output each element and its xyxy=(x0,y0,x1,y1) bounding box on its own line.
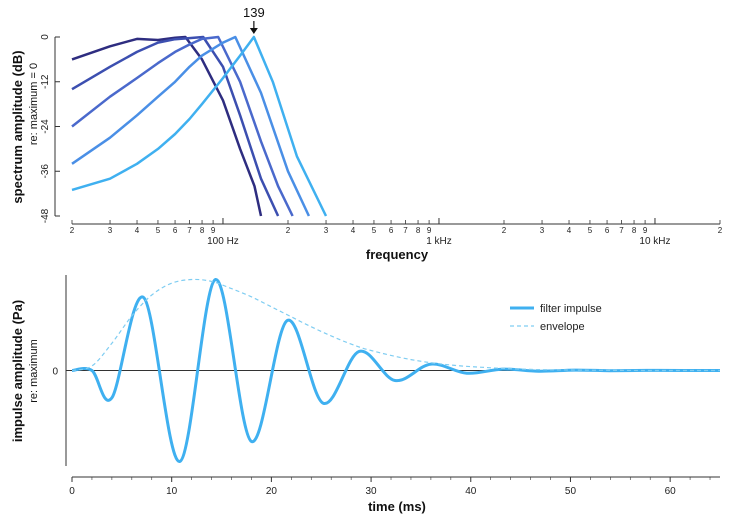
spectrum-x-minor-tick-label: 2 xyxy=(502,226,507,235)
spectrum-x-minor-tick-label: 4 xyxy=(351,226,356,235)
spectrum-panel: 0-12-24-36-482 3 4 5 6 7 8 9 2 3 4 5 6 7 8 9 2 3 4 5 6 7 8 9 210… xyxy=(10,5,723,262)
spectrum-x-minor-tick-label: 8 xyxy=(416,226,421,235)
spectrum-y-tick-label: -36 xyxy=(40,164,51,179)
spectrum-series-line xyxy=(71,35,311,217)
legend-label-envelope: envelope xyxy=(540,321,585,333)
spectrum-series-line xyxy=(71,35,294,217)
legend-label-filter-impulse: filter impulse xyxy=(540,303,602,315)
spectrum-x-minor-tick-label: 7 xyxy=(187,226,192,235)
impulse-x-tick-label: 60 xyxy=(665,486,677,497)
impulse-x-axis-label: time (ms) xyxy=(368,499,426,514)
spectrum-x-minor-tick-label: 2 xyxy=(718,226,723,235)
peak-annotation-arrow-head xyxy=(249,28,258,34)
spectrum-y-tick-label: -48 xyxy=(40,208,51,223)
spectrum-series-line xyxy=(71,35,280,217)
impulse-axes: 0 0 10 20 30 40 50 60 xyxy=(52,275,720,497)
spectrum-x-major-tick-label: 1 kHz xyxy=(426,236,452,247)
impulse-x-tick-label: 30 xyxy=(366,486,378,497)
spectrum-x-minor-tick-label: 4 xyxy=(135,226,140,235)
spectrum-x-minor-tick-label: 2 xyxy=(70,226,75,235)
spectrum-x-minor-tick-label: 7 xyxy=(403,226,408,235)
impulse-x-tick-label: 0 xyxy=(69,486,75,497)
spectrum-x-minor-tick-label: 9 xyxy=(211,226,216,235)
spectrum-y-axis-label: spectrum amplitude (dB) xyxy=(10,50,25,203)
impulse-x-tick-label: 40 xyxy=(465,486,477,497)
spectrum-y-axis-sublabel: re: maximum = 0 xyxy=(28,63,40,145)
spectrum-y-tick-label: -12 xyxy=(40,74,51,89)
impulse-panel: 0 0 10 20 30 40 50 60 impulse amplitude (Pa) re… xyxy=(10,275,720,514)
spectrum-x-axis-label: frequency xyxy=(366,247,429,262)
spectrum-axes: 0-12-24-36-482 3 4 5 6 7 8 9 2 3 4 5 6 7 8 9 2 3 4 5 6 7 8 9 210… xyxy=(40,34,723,247)
spectrum-x-minor-tick-label: 6 xyxy=(389,226,394,235)
spectrum-x-minor-tick-label: 3 xyxy=(324,226,329,235)
spectrum-x-minor-tick-label: 9 xyxy=(427,226,432,235)
spectrum-y-tick-label: -24 xyxy=(40,119,51,134)
peak-annotation: 139 xyxy=(243,5,265,34)
envelope-line xyxy=(71,278,720,372)
spectrum-x-minor-tick-label: 3 xyxy=(108,226,113,235)
spectrum-x-minor-tick-label: 6 xyxy=(173,226,178,235)
spectrum-x-minor-tick-label: 7 xyxy=(619,226,624,235)
spectrum-x-major-tick-label: 100 Hz xyxy=(207,236,239,247)
spectrum-x-minor-tick-label: 5 xyxy=(588,226,593,235)
spectrum-series-line xyxy=(71,35,328,217)
peak-annotation-label: 139 xyxy=(243,5,265,20)
impulse-x-tick-label: 20 xyxy=(266,486,278,497)
legend: filter impulse envelope xyxy=(510,303,602,333)
impulse-y-axis-label: impulse amplitude (Pa) xyxy=(10,300,25,442)
spectrum-series-line xyxy=(71,35,263,217)
spectrum-x-minor-tick-label: 8 xyxy=(200,226,205,235)
filter-impulse-line xyxy=(71,277,720,464)
spectrum-x-minor-tick-label: 2 xyxy=(286,226,291,235)
spectrum-x-minor-tick-label: 9 xyxy=(643,226,648,235)
impulse-y-axis-sublabel: re: maximum xyxy=(28,339,40,403)
impulse-y-tick-label: 0 xyxy=(52,367,58,378)
impulse-x-tick-label: 50 xyxy=(565,486,577,497)
spectrum-series xyxy=(71,35,328,217)
spectrum-x-minor-tick-label: 3 xyxy=(540,226,545,235)
impulse-series xyxy=(71,277,720,464)
spectrum-x-minor-tick-label: 5 xyxy=(372,226,377,235)
spectrum-y-tick-label: 0 xyxy=(40,34,51,40)
spectrum-x-minor-tick-label: 6 xyxy=(605,226,610,235)
spectrum-x-minor-tick-label: 4 xyxy=(567,226,572,235)
impulse-x-tick-label: 10 xyxy=(166,486,178,497)
spectrum-x-minor-tick-label: 5 xyxy=(156,226,161,235)
spectrum-x-major-tick-label: 10 kHz xyxy=(639,236,670,247)
spectrum-x-minor-tick-label: 8 xyxy=(632,226,637,235)
